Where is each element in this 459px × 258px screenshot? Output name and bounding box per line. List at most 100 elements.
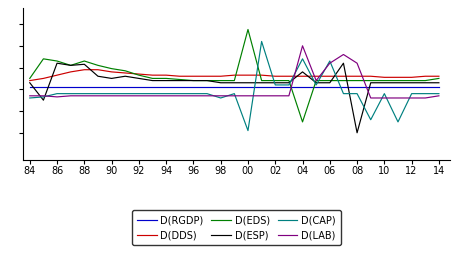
D(DDS) — [368, 75, 374, 78]
D(LAB) — [136, 94, 142, 97]
D(RGDP) — [436, 86, 442, 89]
D(ESP) — [300, 70, 305, 74]
D(CAP) — [190, 92, 196, 95]
D(LAB) — [218, 94, 224, 97]
D(LAB) — [123, 94, 128, 97]
D(DDS) — [177, 75, 183, 78]
D(RGDP) — [190, 86, 196, 89]
D(EDS) — [354, 79, 360, 82]
D(ESP) — [354, 131, 360, 134]
D(LAB) — [368, 96, 374, 100]
D(DDS) — [54, 74, 60, 77]
D(RGDP) — [27, 86, 33, 89]
D(CAP) — [300, 57, 305, 60]
D(LAB) — [82, 94, 87, 97]
D(EDS) — [395, 79, 401, 82]
D(DDS) — [395, 76, 401, 79]
D(LAB) — [300, 44, 305, 47]
D(ESP) — [123, 75, 128, 78]
D(ESP) — [327, 81, 333, 84]
D(CAP) — [177, 92, 183, 95]
D(CAP) — [286, 83, 291, 86]
D(EDS) — [54, 60, 60, 63]
D(RGDP) — [423, 86, 428, 89]
D(RGDP) — [232, 86, 237, 89]
D(DDS) — [381, 76, 387, 79]
D(LAB) — [259, 94, 264, 97]
Line: D(CAP): D(CAP) — [30, 42, 439, 131]
D(ESP) — [109, 77, 114, 80]
D(RGDP) — [163, 86, 169, 89]
D(LAB) — [190, 94, 196, 97]
D(EDS) — [218, 79, 224, 82]
D(ESP) — [409, 81, 414, 84]
D(ESP) — [177, 79, 183, 82]
D(EDS) — [341, 79, 346, 82]
D(LAB) — [54, 95, 60, 99]
D(ESP) — [368, 81, 374, 84]
D(EDS) — [123, 69, 128, 72]
D(EDS) — [273, 79, 278, 82]
D(EDS) — [204, 79, 210, 82]
D(LAB) — [204, 94, 210, 97]
D(RGDP) — [82, 86, 87, 89]
D(RGDP) — [136, 86, 142, 89]
D(RGDP) — [218, 86, 224, 89]
D(LAB) — [341, 53, 346, 56]
D(EDS) — [109, 67, 114, 70]
D(CAP) — [41, 95, 46, 99]
D(EDS) — [313, 79, 319, 82]
D(LAB) — [313, 79, 319, 82]
D(ESP) — [218, 81, 224, 84]
D(LAB) — [436, 94, 442, 97]
D(EDS) — [190, 79, 196, 82]
D(LAB) — [27, 94, 33, 97]
D(LAB) — [150, 94, 155, 97]
D(RGDP) — [395, 86, 401, 89]
D(RGDP) — [259, 86, 264, 89]
D(CAP) — [27, 96, 33, 100]
D(DDS) — [190, 75, 196, 78]
D(DDS) — [95, 68, 101, 71]
D(CAP) — [395, 120, 401, 124]
D(CAP) — [123, 92, 128, 95]
D(ESP) — [150, 79, 155, 82]
D(CAP) — [313, 83, 319, 86]
D(ESP) — [41, 99, 46, 102]
D(DDS) — [41, 77, 46, 80]
D(ESP) — [395, 81, 401, 84]
D(DDS) — [123, 71, 128, 75]
D(CAP) — [204, 92, 210, 95]
Line: D(EDS): D(EDS) — [30, 29, 439, 122]
D(CAP) — [82, 92, 87, 95]
D(CAP) — [232, 92, 237, 95]
D(RGDP) — [204, 86, 210, 89]
D(DDS) — [286, 75, 291, 78]
D(DDS) — [259, 74, 264, 77]
D(LAB) — [327, 62, 333, 65]
D(RGDP) — [381, 86, 387, 89]
D(RGDP) — [409, 86, 414, 89]
D(RGDP) — [245, 86, 251, 89]
D(ESP) — [232, 81, 237, 84]
D(RGDP) — [341, 86, 346, 89]
D(EDS) — [409, 79, 414, 82]
Legend: D(RGDP), D(DDS), D(EDS), D(ESP), D(CAP), D(LAB): D(RGDP), D(DDS), D(EDS), D(ESP), D(CAP),… — [132, 211, 341, 245]
D(EDS) — [41, 57, 46, 60]
D(EDS) — [232, 79, 237, 82]
D(EDS) — [327, 79, 333, 82]
D(EDS) — [381, 79, 387, 82]
D(CAP) — [436, 92, 442, 95]
D(ESP) — [82, 63, 87, 66]
D(DDS) — [423, 75, 428, 78]
D(ESP) — [54, 62, 60, 65]
D(RGDP) — [368, 86, 374, 89]
D(EDS) — [177, 78, 183, 81]
D(LAB) — [273, 94, 278, 97]
D(DDS) — [109, 70, 114, 74]
D(RGDP) — [41, 86, 46, 89]
D(CAP) — [54, 92, 60, 95]
D(RGDP) — [123, 86, 128, 89]
D(DDS) — [273, 75, 278, 78]
D(DDS) — [436, 75, 442, 78]
